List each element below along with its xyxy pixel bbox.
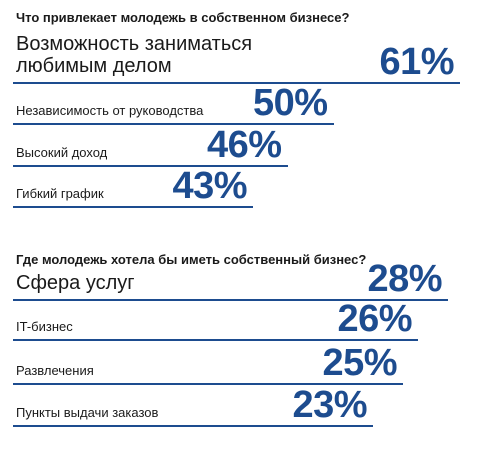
bar-rule	[13, 123, 334, 125]
chart-2-row: Пункты выдачи заказов 23%	[13, 385, 373, 427]
value-label: 50%	[252, 82, 328, 124]
chart-1-row: Гибкий график 43%	[13, 166, 253, 208]
bar-rule	[13, 82, 460, 84]
chart-1-row: Независимость от руководства 50%	[13, 83, 334, 125]
chart-1-row: Высокий доход 46%	[13, 125, 288, 167]
value-label: 28%	[367, 258, 442, 300]
bar-rule	[13, 165, 288, 167]
category-label: Возможность заниматься любимым делом	[16, 33, 253, 77]
bar-rule	[13, 339, 418, 341]
value-label: 46%	[206, 124, 282, 166]
chart-1-row: Возможность заниматься любимым делом 61%	[13, 33, 460, 84]
bar-rule	[13, 299, 448, 301]
value-label: 61%	[379, 41, 454, 83]
chart-2-row: Развлечения 25%	[13, 343, 403, 385]
chart-1-title: Что привлекает молодежь в собственном би…	[16, 10, 350, 25]
category-label: Независимость от руководства	[16, 103, 204, 118]
bar-rule	[13, 425, 373, 427]
chart-2-row: Сфера услуг 28%	[13, 259, 448, 301]
value-label: 26%	[337, 298, 412, 340]
category-label: Высокий доход	[16, 145, 108, 160]
chart-2-row: IT-бизнес 26%	[13, 299, 418, 341]
category-label: Гибкий график	[16, 186, 104, 201]
category-label: IT-бизнес	[16, 319, 73, 334]
value-label: 23%	[292, 384, 367, 426]
category-label: Пункты выдачи заказов	[16, 405, 159, 420]
value-label: 43%	[172, 165, 247, 207]
bar-rule	[13, 206, 253, 208]
category-label: Развлечения	[16, 363, 94, 378]
bar-rule	[13, 383, 403, 385]
value-label: 25%	[322, 342, 397, 384]
chart-2-title: Где молодежь хотела бы иметь собственный…	[16, 252, 367, 267]
category-label: Сфера услуг	[16, 272, 135, 294]
